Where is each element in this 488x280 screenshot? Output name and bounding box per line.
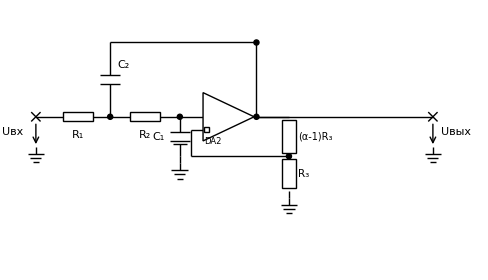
Text: R₁: R₁ [71,130,83,140]
Text: (α-1)R₃: (α-1)R₃ [298,132,332,141]
Text: C₂: C₂ [117,60,129,70]
Text: C₁: C₁ [152,132,164,141]
Text: Uвых: Uвых [440,127,470,137]
Circle shape [286,154,291,159]
Polygon shape [203,93,254,141]
Text: R₃: R₃ [298,169,309,179]
Bar [130,112,160,122]
Circle shape [177,114,182,119]
Bar [282,159,295,188]
Circle shape [253,114,259,119]
Text: Uвх: Uвх [1,127,23,137]
Bar [62,112,93,122]
Circle shape [107,114,113,119]
Text: R₂: R₂ [139,130,151,140]
Text: DA2: DA2 [203,137,221,146]
Circle shape [253,40,259,45]
Bar [203,127,208,132]
Bar [282,120,295,153]
